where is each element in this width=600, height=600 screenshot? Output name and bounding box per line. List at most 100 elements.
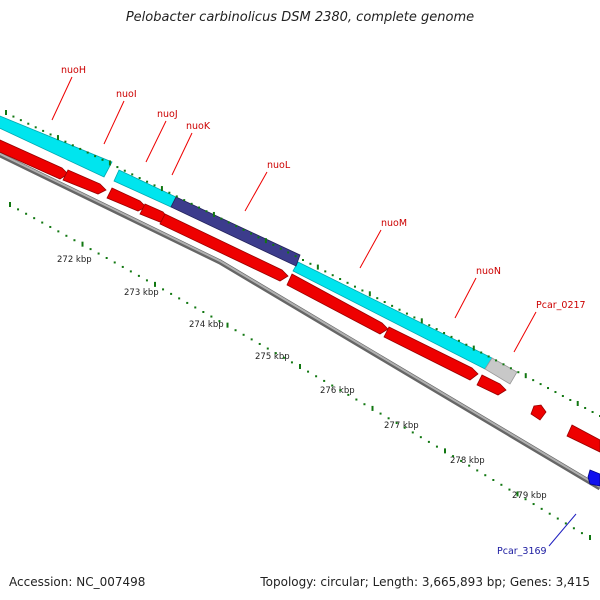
gene-arrow-Pcar_0217[interactable] <box>476 374 507 396</box>
operon-segment-3 <box>292 261 493 370</box>
upper-scale-tick <box>539 383 542 386</box>
lower-scale-tick <box>218 320 221 323</box>
lower-scale-tick <box>73 239 76 242</box>
tick-marks <box>5 110 600 540</box>
upper-scale-tick <box>138 177 141 180</box>
upper-scale-tick <box>34 126 37 129</box>
upper-scale-tick <box>175 195 178 198</box>
lower-scale-tick <box>589 535 591 540</box>
upper-scale-tick <box>413 316 416 319</box>
lower-scale-tick <box>468 464 471 467</box>
gene-arrow-nuoM[interactable] <box>286 273 389 335</box>
upper-scale-tick <box>71 144 74 147</box>
lower-scale-tick <box>242 333 245 336</box>
upper-scale-tick <box>324 270 327 273</box>
upper-scale-tick <box>123 169 126 172</box>
label-nuoM: nuoM <box>381 218 407 229</box>
lower-scale-tick <box>258 342 261 345</box>
upper-scale-tick <box>532 379 535 382</box>
lower-scale-tick <box>250 338 253 341</box>
lower-scale-tick <box>162 288 165 291</box>
lower-scale-tick <box>178 297 181 300</box>
upper-scale-tick <box>250 232 253 235</box>
lower-scale-tick <box>427 440 430 443</box>
kbp-label-272: 272 kbp <box>57 255 92 265</box>
kbp-label-277: 277 kbp <box>384 421 419 431</box>
lower-scale-tick <box>65 234 68 237</box>
kbp-label-278: 278 kbp <box>450 456 485 466</box>
gene-arrow-nuoN[interactable] <box>383 326 479 381</box>
kbp-label-275: 275 kbp <box>255 352 290 362</box>
upper-scale-tick <box>391 304 394 307</box>
upper-scale-tick <box>353 285 356 288</box>
upper-scale-tick <box>561 395 564 398</box>
leader-nuoI <box>103 100 125 145</box>
lower-scale-tick <box>556 517 559 520</box>
upper-scale-tick <box>509 367 512 370</box>
upper-scale-tick <box>153 184 156 187</box>
gene-arrow-nuoI[interactable] <box>62 169 107 195</box>
upper-scale-tick <box>309 262 312 265</box>
lower-scale-tick <box>282 356 285 359</box>
upper-scale-tick <box>79 147 82 150</box>
lower-scale-tick <box>315 375 318 378</box>
label-Pcar_0217: Pcar_0217 <box>536 300 586 311</box>
upper-scale-tick <box>257 236 260 239</box>
upper-scale-tick <box>205 210 208 213</box>
lower-scale-tick <box>331 384 334 387</box>
lower-scale-tick <box>307 370 310 373</box>
upper-scale-tick <box>495 359 498 362</box>
gene-arrow-nuoH[interactable] <box>0 139 69 180</box>
genome-backbone <box>0 152 600 491</box>
lower-scale-tick <box>186 301 189 304</box>
lower-scale-tick <box>339 389 342 392</box>
pseudo-gene-block[interactable] <box>484 357 518 385</box>
upper-scale-tick <box>524 373 527 379</box>
lower-scale-tick <box>387 417 390 420</box>
lower-scale-tick <box>137 274 140 277</box>
lower-scale-tick <box>25 212 28 215</box>
gene-arrow-small[interactable] <box>530 404 547 421</box>
lower-scale-tick <box>564 522 567 525</box>
upper-scale-tick <box>361 289 364 292</box>
lower-scale-tick <box>274 352 277 355</box>
upper-scale-tick <box>146 180 149 183</box>
upper-scale-tick <box>420 318 423 324</box>
lower-scale-tick <box>323 379 326 382</box>
upper-scale-tick <box>56 135 59 141</box>
lower-scale-tick <box>202 311 205 313</box>
upper-scale-tick <box>405 312 408 315</box>
kbp-labels: 272 kbp 273 kbp 274 kbp 275 kbp 276 kbp … <box>57 255 547 501</box>
nuoL-highlight-bar[interactable] <box>170 196 301 267</box>
lower-scale-tick <box>121 265 124 268</box>
upper-scale-tick <box>168 191 171 194</box>
upper-scale-tick <box>94 155 97 158</box>
gene-arrow-right-edge[interactable] <box>566 424 600 453</box>
lower-scale-tick <box>290 361 293 364</box>
upper-scale-tick <box>19 119 22 122</box>
lower-scale-tick <box>500 483 503 486</box>
genome-summary-text: Topology: circular; Length: 3,665,893 bp… <box>260 575 590 589</box>
upper-scale-tick <box>302 259 304 261</box>
lower-scale-tick <box>17 208 20 211</box>
upper-scale-tick <box>198 206 201 209</box>
leader-nuoJ <box>145 120 167 163</box>
gene-arrow-nuoJ[interactable] <box>106 187 147 212</box>
leader-nuoL <box>244 171 268 212</box>
upper-scale-tick <box>86 151 89 154</box>
upper-scale-tick <box>398 308 401 311</box>
upper-scale-tick <box>346 281 349 284</box>
upper-scale-tick <box>220 217 223 220</box>
gene-arrow-Pcar_3169[interactable] <box>587 469 600 487</box>
upper-scale-tick <box>160 186 163 192</box>
upper-scale-tick <box>569 398 572 401</box>
upper-scale-tick <box>443 331 446 334</box>
lower-scale-tick <box>476 469 479 472</box>
lower-scale-tick <box>516 491 519 497</box>
gene-arrow-nuoL[interactable] <box>159 213 289 282</box>
label-nuoK: nuoK <box>186 121 211 132</box>
lower-scale-tick <box>347 393 350 396</box>
leader-Pcar_0217 <box>513 311 537 353</box>
upper-scale-tick <box>183 199 186 202</box>
